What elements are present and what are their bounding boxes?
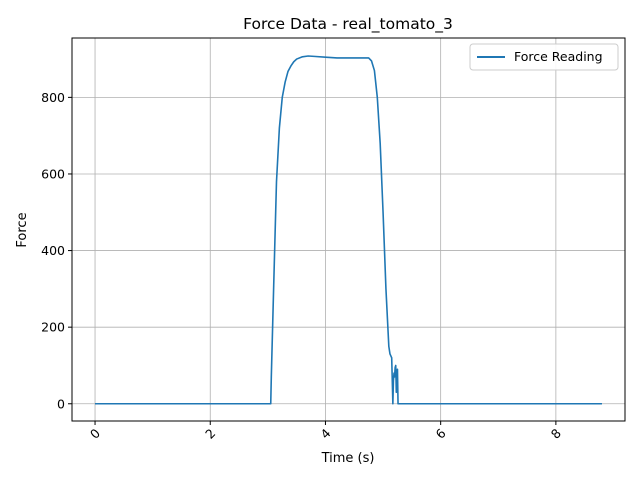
chart-title: Force Data - real_tomato_3	[243, 15, 453, 34]
legend-box	[469, 43, 619, 71]
legend-label: Force Reading	[514, 49, 603, 64]
y-tick-label: 400	[41, 243, 65, 258]
x-tick-label: 6	[433, 425, 449, 441]
legend: Force Reading	[469, 43, 619, 71]
grid-lines	[72, 38, 625, 421]
series-line-force-reading	[95, 55, 602, 405]
x-axis-label: Time (s)	[321, 451, 375, 466]
y-axis: 0 200 400 600 800	[41, 90, 72, 411]
x-tick-label: 2	[202, 426, 218, 442]
y-axis-label: Force	[15, 212, 30, 247]
x-tick-label: 0	[87, 425, 103, 441]
x-axis: 0 2 4 6 8	[87, 421, 564, 442]
plot-area-frame	[71, 37, 626, 422]
y-tick-label: 800	[41, 90, 65, 105]
x-tick-label: 4	[317, 425, 333, 441]
x-tick-label: 8	[548, 425, 564, 441]
series-layer	[95, 55, 602, 405]
y-tick-label: 600	[41, 166, 65, 181]
y-tick-label: 0	[57, 396, 65, 411]
y-tick-label: 200	[41, 320, 65, 335]
